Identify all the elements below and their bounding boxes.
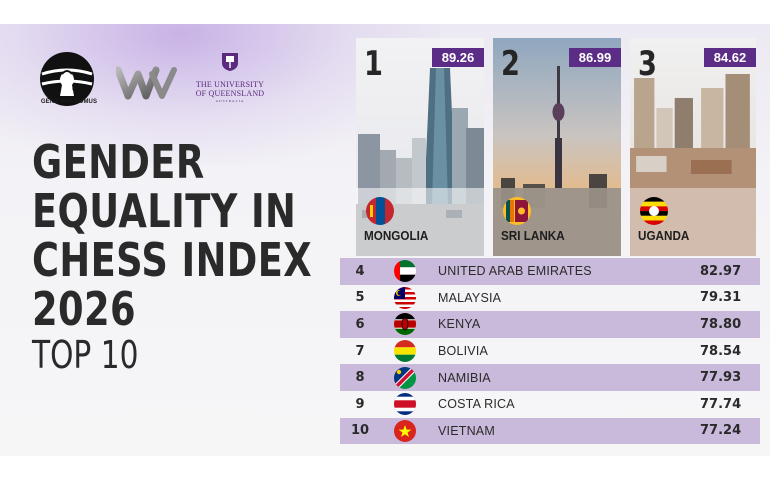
podium-rank-2: 2 — [501, 44, 520, 84]
row-country: COSTA RICA — [438, 397, 515, 412]
table-row: 7 BOLIVIA 78.54 — [340, 338, 760, 365]
row-country: NAMIBIA — [438, 370, 491, 385]
podium-card-3: 3 84.62 UGANDA — [630, 38, 756, 256]
table-row: 6 KENYA 78.80 — [340, 311, 760, 338]
uae-flag-icon — [394, 260, 416, 283]
uq-crest-icon — [222, 53, 238, 71]
podium-score-2: 86.99 — [569, 48, 621, 67]
podium-rank-3: 3 — [638, 44, 657, 84]
namibia-flag-icon — [394, 366, 416, 389]
infographic-canvas: FIDE GENS UNA SUMUS THE UNIVERSITY OF QU… — [0, 24, 770, 456]
uq-logo: THE UNIVERSITY OF QUEENSLAND AUSTRALIA — [194, 52, 266, 118]
podium-country-1: MONGOLIA — [364, 228, 429, 243]
row-score: 78.80 — [700, 316, 742, 332]
podium-card-2: 2 86.99 SRI LANKA — [493, 38, 621, 256]
fide-logo-icon — [40, 52, 94, 106]
podium-score-1: 89.26 — [432, 48, 484, 67]
podium-score-3: 84.62 — [704, 48, 756, 67]
sri-lanka-flag-icon — [503, 197, 531, 225]
malaysia-flag-icon — [394, 286, 416, 309]
row-score: 78.54 — [700, 343, 742, 359]
title-line-3: CHESS INDEX — [32, 233, 313, 287]
row-rank: 8 — [355, 370, 365, 386]
row-score: 77.74 — [700, 396, 742, 412]
row-rank: 6 — [355, 316, 365, 332]
uq-name-line1: THE UNIVERSITY — [195, 80, 265, 89]
row-country: BOLIVIA — [438, 344, 489, 359]
podium-country-2: SRI LANKA — [501, 228, 565, 243]
page-subtitle: TOP 10 — [32, 333, 139, 377]
title-line-4: 2026 — [32, 282, 137, 336]
uq-sub: AUSTRALIA — [215, 99, 245, 103]
row-rank: 9 — [355, 396, 365, 412]
row-country: KENYA — [438, 317, 481, 332]
table-row: 8 NAMIBIA 77.93 — [340, 364, 760, 391]
row-score: 77.93 — [700, 370, 742, 386]
row-country: UNITED ARAB EMIRATES — [438, 264, 592, 279]
row-rank: 5 — [355, 290, 365, 306]
row-score: 82.97 — [700, 263, 742, 279]
podium-card-1: 1 89.26 MONGOLIA — [356, 38, 484, 256]
fide-word: FIDE — [72, 85, 88, 92]
row-score: 77.24 — [700, 423, 742, 439]
table-row: 9 COSTA RICA 77.74 — [340, 391, 760, 418]
row-score: 79.31 — [700, 290, 742, 306]
city-skyline-image — [356, 38, 484, 256]
table-row: 5 MALAYSIA 79.31 — [340, 285, 760, 312]
lotus-tower-image — [493, 38, 621, 256]
fide-motto: GENS UNA SUMUS — [40, 99, 98, 105]
mongolia-flag-icon — [366, 197, 394, 225]
row-rank: 7 — [355, 343, 365, 359]
row-rank: 10 — [350, 423, 370, 439]
table-row: 10 VIETNAM 77.24 — [340, 417, 760, 445]
row-country: MALAYSIA — [438, 290, 502, 305]
row-country: VIETNAM — [438, 423, 495, 438]
wv-logo-icon — [116, 66, 177, 100]
bolivia-flag-icon — [394, 340, 416, 363]
page-title: GENDER EQUALITY IN CHESS INDEX 2026 TOP … — [32, 135, 332, 377]
table-row: 4 UNITED ARAB EMIRATES 82.97 — [340, 258, 760, 285]
podium-country-3: UGANDA — [638, 228, 690, 243]
title-line-1: GENDER — [32, 135, 205, 189]
kenya-flag-icon — [394, 313, 416, 336]
costa-rica-flag-icon — [394, 393, 416, 416]
vietnam-flag-icon — [394, 419, 416, 442]
logo-strip: FIDE GENS UNA SUMUS THE UNIVERSITY OF QU… — [38, 52, 268, 122]
ranking-table: 4 UNITED ARAB EMIRATES 82.97 5 — [340, 258, 760, 445]
podium-rank-1: 1 — [364, 44, 383, 84]
uganda-flag-icon — [640, 197, 668, 225]
title-line-2: EQUALITY IN — [32, 184, 297, 238]
uq-name-line2: OF QUEENSLAND — [195, 89, 265, 98]
row-rank: 4 — [355, 263, 365, 279]
